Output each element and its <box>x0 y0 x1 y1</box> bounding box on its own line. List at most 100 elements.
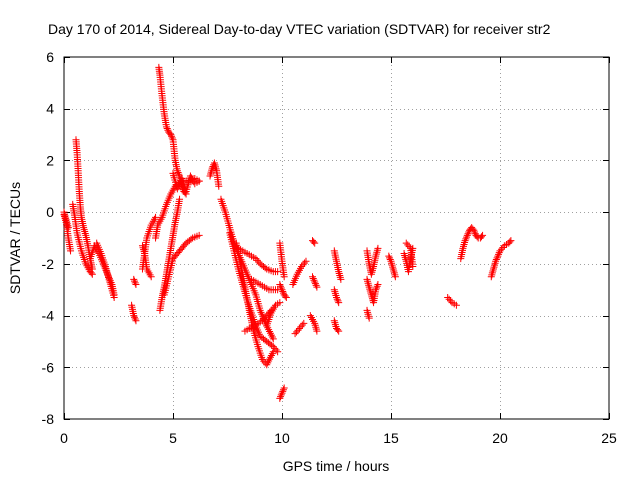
data-point <box>87 269 95 277</box>
data-point <box>271 344 279 352</box>
data-point <box>293 328 301 336</box>
data-point <box>493 254 501 262</box>
data-point <box>132 281 140 289</box>
data-point <box>489 267 497 275</box>
y-tick-label: 2 <box>46 152 54 168</box>
data-point <box>391 273 399 281</box>
data-point <box>402 239 410 247</box>
series-arc-10 <box>138 242 155 281</box>
data-point <box>389 263 397 271</box>
data-point <box>311 278 319 286</box>
series-arc-30 <box>306 312 321 335</box>
data-point <box>174 168 182 176</box>
series-arc-02 <box>60 208 72 232</box>
data-point <box>272 346 280 354</box>
data-point <box>470 226 478 234</box>
data-point <box>166 129 174 137</box>
data-point <box>364 308 372 316</box>
series-arc-27 <box>289 257 310 289</box>
data-point <box>401 253 409 261</box>
data-point <box>176 195 184 203</box>
data-point <box>281 292 289 300</box>
data-point <box>389 265 397 273</box>
series-arc-43 <box>487 237 515 281</box>
series-arc-37 <box>363 306 373 322</box>
data-point <box>277 282 285 290</box>
data-point <box>147 273 155 281</box>
data-point <box>312 325 320 333</box>
data-point <box>313 327 321 335</box>
data-point <box>364 279 372 287</box>
data-point <box>280 384 288 392</box>
x-tick-label: 0 <box>60 430 68 446</box>
data-point <box>488 271 496 279</box>
data-point <box>162 123 170 131</box>
series-arc-23 <box>263 299 284 330</box>
data-point <box>81 229 89 237</box>
data-point <box>207 168 215 176</box>
data-point <box>366 287 374 295</box>
data-point <box>372 250 380 258</box>
data-point <box>364 310 372 318</box>
data-point <box>280 273 288 281</box>
data-point <box>492 256 500 264</box>
data-point <box>279 287 287 295</box>
data-point <box>206 172 214 180</box>
y-tick-label: 0 <box>46 204 54 220</box>
data-point <box>479 231 487 239</box>
data-point <box>175 170 183 178</box>
chart-title: Day 170 of 2014, Sidereal Day-to-day VTE… <box>48 21 551 37</box>
data-point <box>487 273 495 281</box>
y-tick-labels: -8 -6 -4 -2 0 2 4 6 <box>42 49 55 427</box>
data-point <box>301 259 309 267</box>
series-arc-35 <box>363 244 382 278</box>
series-arc-41 <box>444 293 460 309</box>
data-point <box>130 277 138 285</box>
series-arc-04 <box>72 136 96 273</box>
data-point <box>131 315 139 323</box>
series-arc-40 <box>402 239 417 270</box>
data-point <box>330 286 338 294</box>
data-point <box>363 275 371 283</box>
series-arc-20 <box>234 244 282 276</box>
x-tick-label: 25 <box>601 430 617 446</box>
data-point <box>110 293 118 301</box>
data-point <box>335 299 343 307</box>
data-point <box>444 293 452 301</box>
data-point <box>294 326 302 334</box>
data-point <box>335 270 343 278</box>
data-point <box>390 269 398 277</box>
plot-frame <box>63 56 610 420</box>
data-point <box>309 275 317 283</box>
data-point <box>313 283 321 291</box>
data-point <box>386 254 394 262</box>
x-tick-label: 15 <box>383 430 399 446</box>
y-tick-label: -6 <box>42 359 55 375</box>
series-arc-38 <box>385 252 399 281</box>
data-point <box>268 341 276 349</box>
data-point <box>471 230 479 238</box>
data-point <box>334 297 342 305</box>
series-arc-03 <box>69 200 96 278</box>
data-point <box>330 317 338 325</box>
data-point <box>276 299 284 307</box>
data-point <box>331 290 339 298</box>
data-point <box>445 295 453 303</box>
data-point <box>494 252 502 260</box>
series-arc-21 <box>241 306 275 335</box>
data-point <box>459 242 467 250</box>
data-point <box>276 281 284 289</box>
data-point <box>335 327 343 335</box>
data-point <box>405 243 413 251</box>
data-point <box>333 295 341 303</box>
data-point <box>130 312 138 320</box>
data-point <box>365 314 373 322</box>
data-point <box>278 286 286 294</box>
data-point <box>336 271 344 279</box>
data-point <box>497 245 505 253</box>
x-tick-label: 10 <box>274 430 290 446</box>
data-point <box>385 252 393 260</box>
data-point <box>215 182 223 190</box>
data-point <box>373 282 381 290</box>
